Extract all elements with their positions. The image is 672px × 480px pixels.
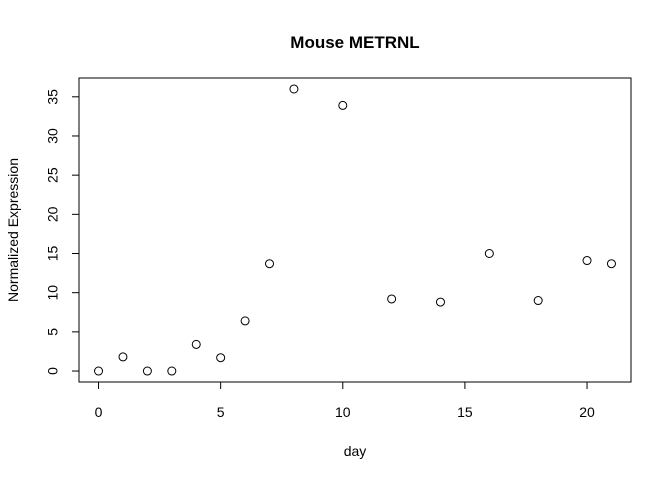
y-tick-label: 30 [45,128,61,144]
y-tick-label: 25 [45,167,61,183]
x-axis-label: day [344,443,367,459]
plot-frame [78,77,632,383]
data-point [191,339,201,349]
data-point [289,84,299,94]
data-point [240,316,250,326]
data-point [118,352,128,362]
data-point [216,353,226,363]
y-tick-label: 15 [45,246,61,262]
data-point [338,100,348,110]
x-tick-label: 5 [217,404,225,420]
x-axis: 0 5 10 15 20 [95,381,595,420]
data-point [606,259,616,269]
x-tick-label: 20 [579,404,595,420]
y-tick-label: 20 [45,206,61,222]
y-axis: 0 5 10 15 20 25 30 35 [45,89,80,375]
data-points [94,84,616,376]
data-point [435,297,445,307]
y-tick-label: 35 [45,89,61,105]
x-tick-label: 10 [335,404,351,420]
x-tick-label: 0 [95,404,103,420]
data-point [533,296,543,306]
y-tick-label: 10 [45,285,61,301]
data-point [142,366,152,376]
data-point [265,259,275,269]
y-tick-label: 0 [45,367,61,375]
chart-title: Mouse METRNL [290,33,419,52]
y-axis-label: Normalized Expression [5,158,21,302]
data-point [582,256,592,266]
data-point [167,366,177,376]
data-point [387,294,397,304]
data-point [94,366,104,376]
x-tick-label: 15 [457,404,473,420]
y-tick-label: 5 [45,328,61,336]
data-point [484,249,494,259]
